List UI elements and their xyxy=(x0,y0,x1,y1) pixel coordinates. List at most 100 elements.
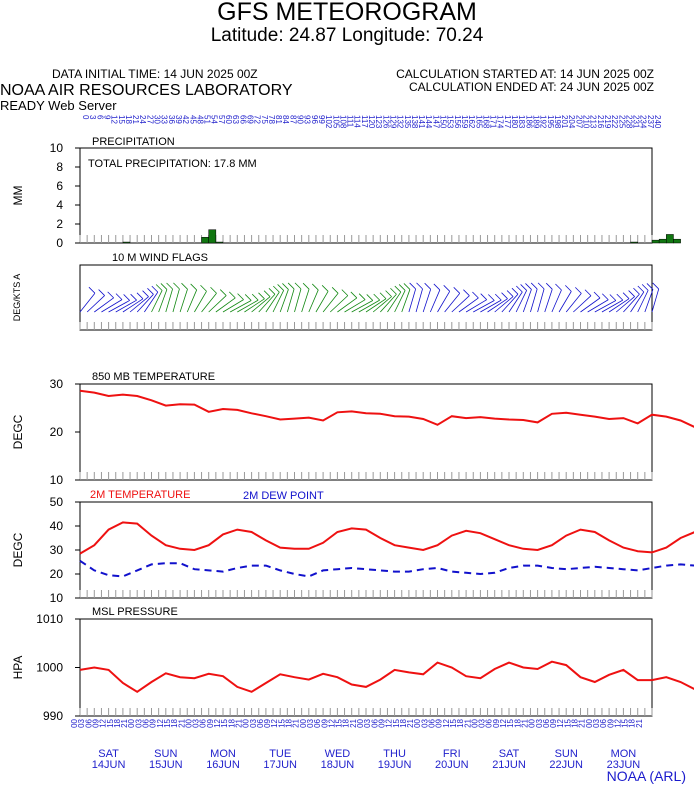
panel-title-1: PRECIPITATION xyxy=(92,136,175,148)
forecast-hour-label: 72 xyxy=(253,115,262,124)
wind-barb-flag xyxy=(373,293,380,301)
wind-barb-flag xyxy=(200,284,207,292)
wind-barb xyxy=(222,299,244,313)
wind-barb-flag xyxy=(403,283,411,290)
server-name: READY Web Server xyxy=(0,98,117,113)
forecast-hour-label: 144 xyxy=(424,115,433,129)
hour-label: 00 xyxy=(470,718,479,727)
hour-label: 06 xyxy=(370,718,379,727)
date-label: 22JUN xyxy=(549,759,583,771)
hour-label: 06 xyxy=(542,718,551,727)
wind-barb-flag xyxy=(379,292,387,300)
y-axis-label-1: MM xyxy=(11,186,25,206)
wind-barb xyxy=(637,290,649,313)
hour-label: 09 xyxy=(91,718,100,727)
panel-frame-3 xyxy=(79,383,653,481)
wind-barb-flag xyxy=(147,288,154,295)
hour-label: 12 xyxy=(613,718,622,727)
hour-label: 15 xyxy=(506,718,515,727)
forecast-hour-label: 210 xyxy=(582,115,591,129)
wind-barb xyxy=(601,299,623,313)
wind-barb-flag xyxy=(115,293,123,300)
wind-barb-flag xyxy=(142,290,149,297)
wind-barb-flag xyxy=(268,287,276,295)
forecast-hour-label: 102 xyxy=(324,115,333,129)
forecast-hour-label: 186 xyxy=(524,115,533,129)
precip-bar xyxy=(651,239,660,244)
wind-barb-flag xyxy=(652,282,659,290)
precip-bar xyxy=(658,238,667,244)
wind-barb xyxy=(329,295,349,313)
series-line-4-1 xyxy=(79,521,694,555)
hour-label: 00 xyxy=(356,718,365,727)
hour-label: 03 xyxy=(420,718,429,727)
wind-barb xyxy=(458,297,479,313)
wind-barb xyxy=(79,292,96,313)
forecast-hour-label: 84 xyxy=(281,115,290,124)
wind-barb xyxy=(630,291,645,313)
wind-barb-flag xyxy=(273,285,280,293)
hour-label: 21 xyxy=(578,718,587,727)
hour-label: 12 xyxy=(499,718,508,727)
hour-label: 18 xyxy=(227,718,236,727)
y-axis-label-3: DEGC xyxy=(11,414,25,449)
hour-label: 06 xyxy=(485,718,494,727)
forecast-hour-label: 111 xyxy=(346,115,355,128)
wind-barb-flag xyxy=(601,293,609,301)
wind-barb-flag xyxy=(331,286,339,294)
hour-label: 12 xyxy=(327,718,336,727)
forecast-hour-label: 141 xyxy=(417,115,426,129)
forecast-hour-label: 48 xyxy=(195,115,204,124)
forecast-hour-label: 6 xyxy=(95,115,104,120)
hour-label: 00 xyxy=(70,718,79,727)
wind-barb xyxy=(473,300,495,313)
wind-barb xyxy=(244,298,265,313)
wind-barb xyxy=(651,288,660,313)
forecast-hour-label: 126 xyxy=(381,115,390,129)
hour-label: 18 xyxy=(513,718,522,727)
hour-label: 06 xyxy=(256,718,265,727)
wind-barb xyxy=(129,296,149,313)
wind-barb xyxy=(315,291,329,313)
forecast-hour-label: 12 xyxy=(110,115,119,124)
wind-barb-flag xyxy=(251,293,259,301)
day-of-week-label: SAT xyxy=(499,748,520,760)
forecast-hour-label: 174 xyxy=(496,115,505,129)
wind-barb-flag xyxy=(433,283,441,291)
panel-frame-5 xyxy=(79,618,653,717)
forecast-hour-label: 228 xyxy=(624,115,633,129)
wind-barb xyxy=(615,296,635,313)
wind-barb xyxy=(372,296,392,313)
y-tick-label: 50 xyxy=(50,495,64,509)
location-subtitle: Latitude: 24.87 Longitude: 70.24 xyxy=(210,25,484,46)
wind-barb-flag xyxy=(501,292,508,300)
wind-barb-flag xyxy=(525,283,532,290)
hour-label: 00 xyxy=(242,718,251,727)
forecast-hour-label: 0 xyxy=(81,115,90,120)
wind-barb xyxy=(429,289,441,313)
wind-barb-flag xyxy=(173,282,180,290)
wind-barb xyxy=(501,293,519,313)
wind-barb-flag xyxy=(530,282,538,290)
wind-barb xyxy=(508,291,523,313)
data-initial-time: DATA INITIAL TIME: 14 JUN 2025 00Z xyxy=(52,67,258,81)
forecast-hour-label: 189 xyxy=(531,115,540,129)
y-tick-label: 30 xyxy=(50,377,64,391)
wind-barb xyxy=(201,292,217,313)
forecast-hour-label: 192 xyxy=(539,115,548,129)
forecast-hour-label: 96 xyxy=(310,115,319,124)
wind-barb xyxy=(194,291,207,313)
series-line-3-1 xyxy=(79,389,694,428)
wind-barb-flag xyxy=(311,283,319,291)
forecast-hour-label: 123 xyxy=(374,115,383,129)
date-label: 14JUN xyxy=(92,759,126,771)
wind-barb-flag xyxy=(480,293,487,300)
wind-barb-flag xyxy=(385,290,392,297)
wind-barb xyxy=(558,291,572,313)
wind-barb xyxy=(515,290,527,313)
wind-barb xyxy=(465,299,487,313)
forecast-hour-label: 66 xyxy=(238,115,247,124)
wind-barb xyxy=(587,299,609,313)
forecast-hour-label: 78 xyxy=(267,115,276,124)
hour-label: 09 xyxy=(377,718,386,727)
